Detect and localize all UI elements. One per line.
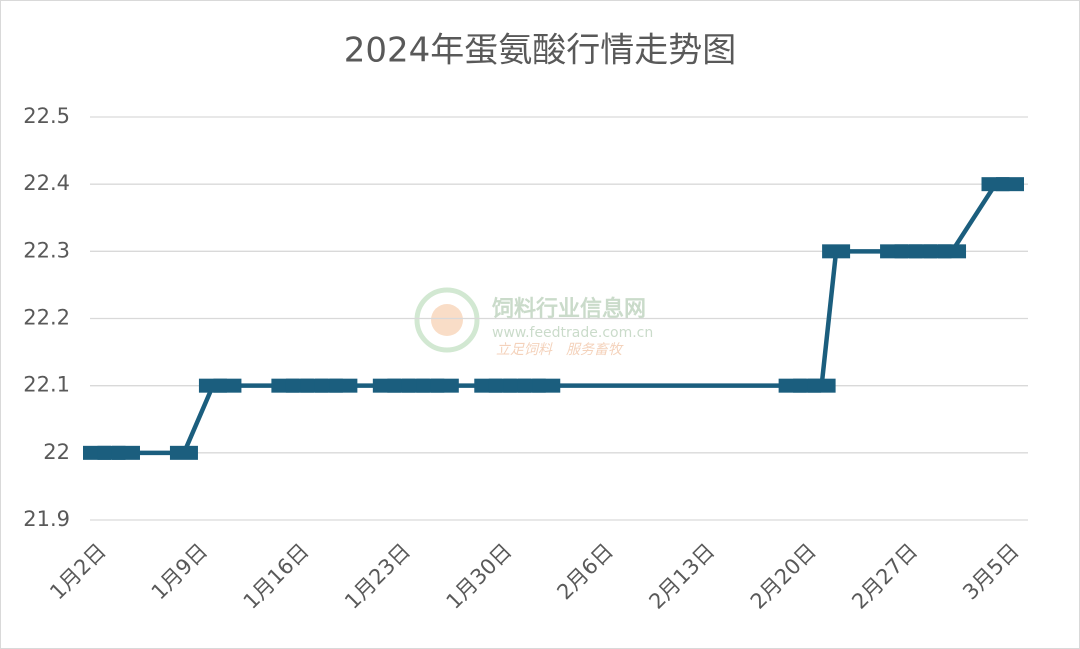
point-marker bbox=[430, 378, 459, 393]
point-marker bbox=[996, 177, 1024, 192]
y-tick-label: 22.2 bbox=[23, 306, 70, 330]
y-tick-label: 22.5 bbox=[23, 104, 70, 128]
point-marker bbox=[822, 244, 851, 259]
y-tick-label: 21.9 bbox=[23, 507, 70, 531]
y-tick-label: 22.3 bbox=[23, 238, 70, 262]
watermark-url: www.feedtrade.com.cn bbox=[492, 325, 653, 341]
point-marker bbox=[169, 445, 198, 460]
watermark-name: 饲料行业信息网 bbox=[491, 296, 646, 322]
point-marker bbox=[213, 378, 242, 393]
y-tick-label: 22.1 bbox=[23, 373, 70, 397]
point-marker bbox=[532, 378, 561, 393]
watermark-slogan: 立足饲料 服务畜牧 bbox=[496, 342, 624, 358]
point-marker bbox=[807, 378, 836, 393]
y-tick-label: 22 bbox=[43, 440, 70, 464]
point-marker bbox=[111, 445, 140, 460]
watermark: 饲料行业信息网 www.feedtrade.com.cn 立足饲料 服务畜牧 bbox=[414, 287, 653, 358]
watermark-logo bbox=[431, 304, 463, 336]
point-marker bbox=[329, 378, 358, 393]
point-marker bbox=[938, 244, 967, 259]
y-tick-label: 22.4 bbox=[23, 171, 70, 195]
watermark-logo bbox=[414, 287, 480, 353]
chart-title: 2024年蛋氨酸行情走势图 bbox=[344, 31, 737, 71]
